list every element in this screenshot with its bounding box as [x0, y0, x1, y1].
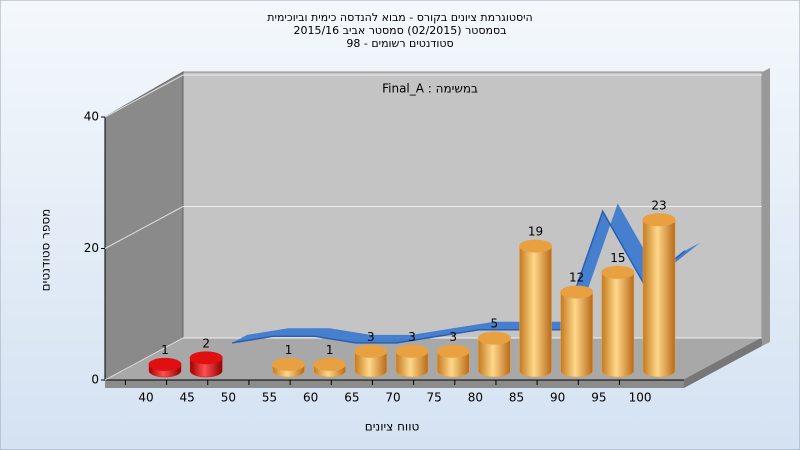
- bar-top: [436, 344, 470, 358]
- y-tick-label: 0: [91, 373, 99, 387]
- bar: [478, 337, 511, 378]
- x-axis-label: טווח ציונים: [365, 420, 420, 434]
- grid-line: [104, 206, 184, 249]
- x-tick-label: 65: [344, 391, 359, 405]
- bar: [601, 272, 635, 378]
- line: [232, 209, 686, 344]
- bar-top: [601, 265, 635, 279]
- bar: [560, 291, 593, 378]
- bar-top: [642, 213, 676, 227]
- x-tick-label: 50: [221, 391, 236, 405]
- y-tick-label: 40: [84, 110, 99, 124]
- value-label: 5: [491, 317, 499, 331]
- chart-title: היסטוגרמת ציונים בקורס - מבוא להנדסה כימ…: [267, 11, 533, 24]
- value-label: 3: [367, 330, 375, 344]
- y-axis-label: מספר סטודנטים: [39, 209, 53, 292]
- y-tick-label: 20: [84, 241, 99, 255]
- floor-edge: [105, 380, 684, 388]
- value-label: 3: [449, 330, 457, 344]
- titles: היסטוגרמת ציונים בקורס - מבוא להנדסה כימ…: [39, 11, 533, 434]
- bar-top: [272, 357, 306, 371]
- bar-top: [395, 344, 429, 358]
- x-tick-label: 70: [385, 391, 400, 405]
- bar-top: [148, 357, 182, 371]
- floor-side: [684, 338, 762, 388]
- bar: [395, 351, 429, 378]
- grid-line: [104, 337, 184, 381]
- value-label: 1: [285, 343, 293, 357]
- annotation: במשימה : Final_A: [382, 82, 478, 96]
- value-label: 1: [161, 343, 169, 357]
- value-label: 15: [610, 251, 625, 265]
- bar-top: [519, 239, 553, 253]
- wall-side: [762, 68, 770, 346]
- bar-top: [313, 357, 347, 371]
- value-label: 3: [408, 330, 416, 344]
- x-tick-label: 75: [427, 391, 442, 405]
- bar: [354, 351, 388, 378]
- bar-top: [560, 285, 594, 299]
- bar-top: [354, 344, 388, 358]
- x-tick-label: 45: [180, 391, 195, 405]
- bar-top: [477, 331, 511, 345]
- bar: [519, 245, 552, 378]
- left-wall: [104, 71, 184, 381]
- x-tick-label: 40: [138, 391, 153, 405]
- value-label: 23: [651, 198, 666, 212]
- value-label: 1: [326, 343, 334, 357]
- bar-top: [189, 351, 223, 365]
- x-tick-label: 85: [509, 391, 524, 405]
- x-tick-label: 95: [591, 391, 606, 405]
- bar: [642, 219, 676, 378]
- bar: [436, 351, 470, 378]
- value-label: 12: [569, 271, 584, 285]
- value-label: 2: [202, 336, 210, 350]
- x-tick-label: 100: [629, 391, 652, 405]
- x-tick-label: 55: [262, 391, 277, 405]
- x-tick-label: 90: [550, 391, 565, 405]
- value-label: 19: [528, 225, 543, 239]
- grid-line: [104, 74, 184, 118]
- chart-subtitle: סטודנטים רשומים - 98: [346, 37, 453, 50]
- x-tick-label: 60: [303, 391, 318, 405]
- chart-subtitle: בסמסטר (02/2015) סמסטר אביב 2015/16: [293, 24, 506, 37]
- x-tick-label: 80: [468, 391, 483, 405]
